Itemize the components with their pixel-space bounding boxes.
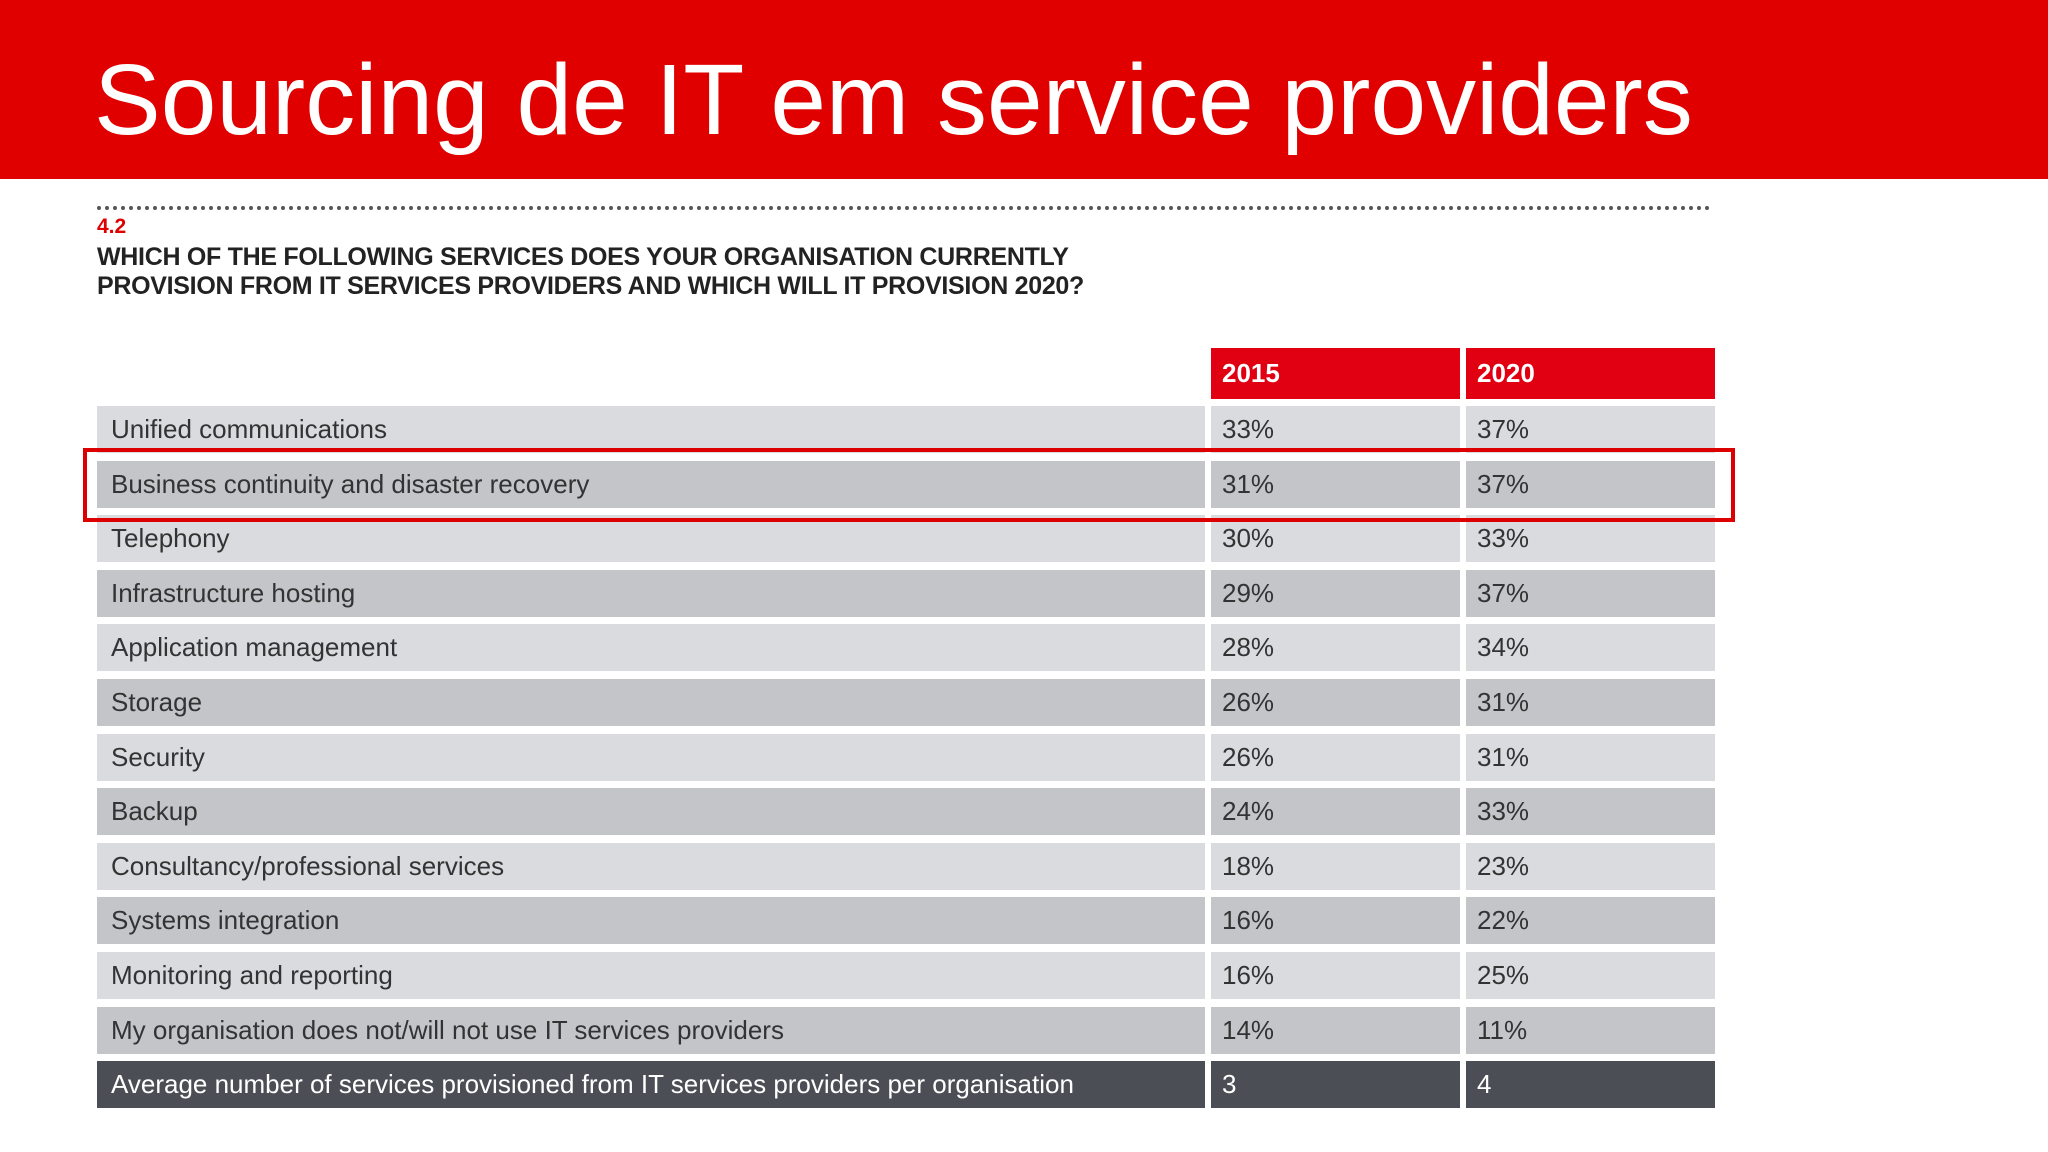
row-label: Monitoring and reporting <box>97 952 1205 999</box>
row-label: Unified communications <box>97 406 1205 453</box>
table-row: Average number of services provisioned f… <box>97 1061 1715 1108</box>
table-row: Infrastructure hosting 29% 37% <box>97 570 1715 617</box>
value-2015: 26% <box>1211 734 1460 781</box>
value-2020: 37% <box>1466 570 1715 617</box>
value-2020: 31% <box>1466 679 1715 726</box>
question-line-2: PROVISION FROM IT SERVICES PROVIDERS AND… <box>97 272 1085 300</box>
table-row: Application management 28% 34% <box>97 624 1715 671</box>
question-line-1: WHICH OF THE FOLLOWING SERVICES DOES YOU… <box>97 243 1069 271</box>
value-2020: 37% <box>1466 461 1715 508</box>
value-2015: 33% <box>1211 406 1460 453</box>
value-2015: 29% <box>1211 570 1460 617</box>
value-2015: 14% <box>1211 1007 1460 1054</box>
value-2015: 30% <box>1211 515 1460 562</box>
slide-title: Sourcing de IT em service providers <box>94 44 1693 156</box>
row-label: Application management <box>97 624 1205 671</box>
value-2020: 34% <box>1466 624 1715 671</box>
value-2020: 23% <box>1466 843 1715 890</box>
value-2015: 3 <box>1211 1061 1460 1108</box>
value-2015: 24% <box>1211 788 1460 835</box>
column-header-2015: 2015 <box>1211 348 1460 399</box>
row-label: Telephony <box>97 515 1205 562</box>
figure-number: 4.2 <box>97 215 127 238</box>
value-2015: 26% <box>1211 679 1460 726</box>
value-2020: 33% <box>1466 788 1715 835</box>
figure-question: WHICH OF THE FOLLOWING SERVICES DOES YOU… <box>97 243 1084 301</box>
row-label: Average number of services provisioned f… <box>97 1061 1205 1108</box>
value-2015: 16% <box>1211 897 1460 944</box>
value-2020: 22% <box>1466 897 1715 944</box>
row-label: Business continuity and disaster recover… <box>97 461 1205 508</box>
table-row: Telephony 30% 33% <box>97 515 1715 562</box>
value-2020: 11% <box>1466 1007 1715 1054</box>
table-row: Storage 26% 31% <box>97 679 1715 726</box>
table-row: Consultancy/professional services 18% 23% <box>97 843 1715 890</box>
value-2020: 31% <box>1466 734 1715 781</box>
table-row: Business continuity and disaster recover… <box>97 461 1715 508</box>
row-label: Backup <box>97 788 1205 835</box>
row-label: Consultancy/professional services <box>97 843 1205 890</box>
table-row: Systems integration 16% 22% <box>97 897 1715 944</box>
value-2020: 33% <box>1466 515 1715 562</box>
row-label: Security <box>97 734 1205 781</box>
value-2020: 25% <box>1466 952 1715 999</box>
row-label: Storage <box>97 679 1205 726</box>
value-2020: 4 <box>1466 1061 1715 1108</box>
row-label: Infrastructure hosting <box>97 570 1205 617</box>
table-row: My organisation does not/will not use IT… <box>97 1007 1715 1054</box>
row-label: My organisation does not/will not use IT… <box>97 1007 1205 1054</box>
table-row: Monitoring and reporting 16% 25% <box>97 952 1715 999</box>
row-label: Systems integration <box>97 897 1205 944</box>
value-2015: 31% <box>1211 461 1460 508</box>
table-row: Unified communications 33% 37% <box>97 406 1715 453</box>
value-2015: 18% <box>1211 843 1460 890</box>
dotted-divider <box>97 206 1711 210</box>
table-row: Security 26% 31% <box>97 734 1715 781</box>
value-2015: 28% <box>1211 624 1460 671</box>
title-banner: Sourcing de IT em service providers <box>0 0 2048 179</box>
column-header-2020: 2020 <box>1466 348 1715 399</box>
table-row: Backup 24% 33% <box>97 788 1715 835</box>
value-2020: 37% <box>1466 406 1715 453</box>
value-2015: 16% <box>1211 952 1460 999</box>
